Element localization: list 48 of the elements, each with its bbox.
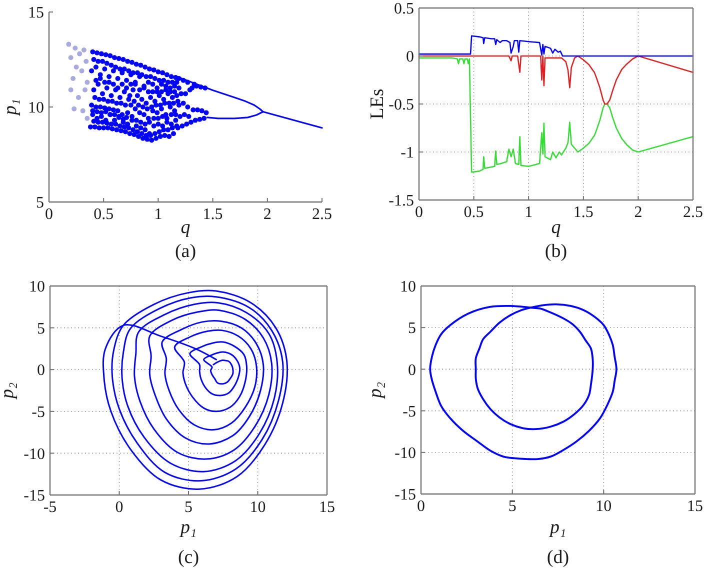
y-tick-label: -10 (24, 446, 45, 463)
text: (a) (174, 241, 196, 262)
y-axis-title: p₁ (0, 98, 21, 118)
y-tick-label: -0.5 (388, 96, 414, 114)
y-tick-label: -1.5 (388, 192, 414, 210)
y-tick-label: -15 (394, 486, 416, 504)
x-tick-label: 2.5 (312, 206, 332, 223)
y-tick-label: 0 (408, 362, 416, 379)
y-tick-label: 10 (28, 100, 44, 117)
x-tick-label: 1 (154, 206, 162, 223)
x-tick-label: 5 (184, 499, 192, 516)
x-tick-label: 10 (250, 499, 266, 516)
x-tick-label: 0 (115, 499, 124, 516)
y-tick-label: 0 (37, 362, 45, 380)
x-tick-label: 10 (596, 498, 612, 515)
text: (b) (544, 241, 568, 262)
x-tick-label: 2 (263, 206, 272, 223)
y-tick-label: 10 (400, 278, 416, 296)
x-axis-title: q (551, 217, 562, 238)
x-tick-label: 2.5 (683, 204, 703, 221)
x-tick-label: 0.5 (464, 204, 484, 221)
y-tick-label: -5 (32, 404, 45, 421)
x-tick-label: 1 (524, 204, 533, 221)
y-axis-title: LEs (367, 88, 388, 120)
x-tick-label: 1.5 (202, 206, 223, 223)
y-tick-label: 0 (406, 48, 414, 66)
x-tick-label: 15 (319, 499, 335, 516)
y-tick-label: -5 (402, 403, 416, 420)
x-tick-label: 1.5 (573, 204, 594, 221)
y-tick-label: -15 (24, 488, 45, 505)
x-tick-label: 2 (634, 204, 642, 221)
y-tick-label: -10 (394, 445, 416, 462)
x-tick-label: 5 (508, 498, 516, 515)
x-tick-label: 0.5 (94, 206, 114, 223)
y-tick-label: 5 (37, 320, 45, 338)
y-tick-label: 15 (28, 4, 44, 22)
x-tick-label: 15 (687, 498, 703, 515)
x-axis-title: p₁ (548, 517, 566, 538)
y-axis-title: p₂ (365, 382, 386, 400)
text: (d) (546, 547, 570, 568)
y-tick-label: 5 (408, 320, 416, 338)
text: (c) (178, 547, 200, 568)
y-axis-title: p₂ (0, 382, 18, 401)
y-tick-label: 0.5 (394, 0, 414, 18)
y-tick-label: 10 (29, 278, 45, 296)
x-axis-title: q (180, 217, 191, 238)
y-tick-label: -1 (400, 144, 414, 162)
x-axis-title: p₁ (178, 517, 197, 538)
